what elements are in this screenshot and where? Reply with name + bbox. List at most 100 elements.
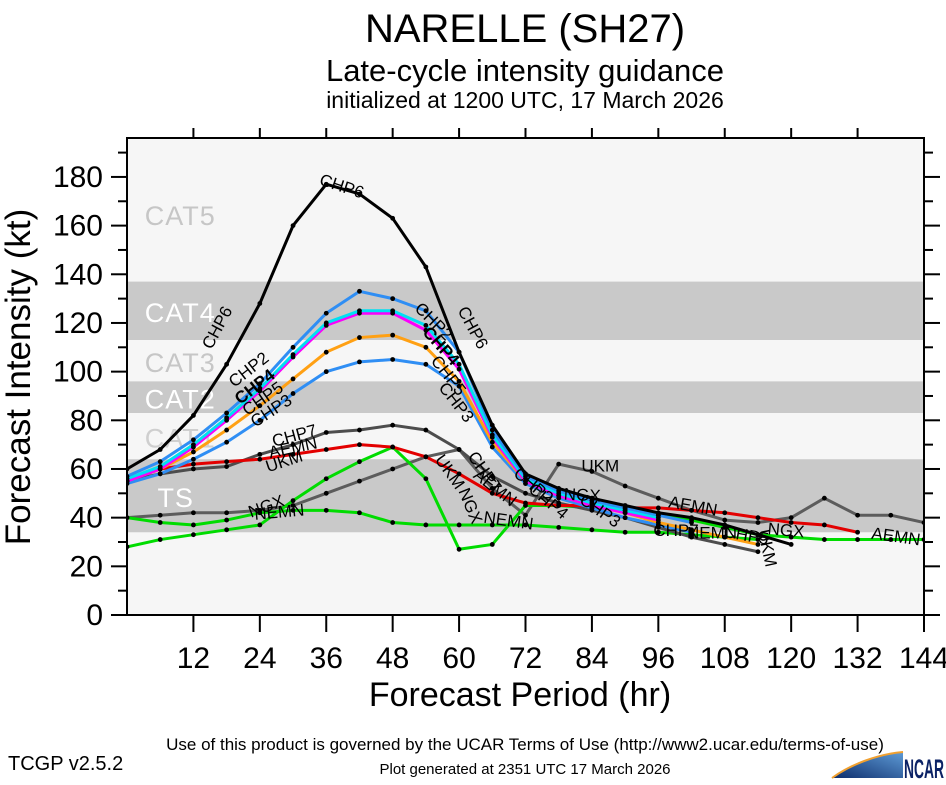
series-point-chp5: [689, 527, 694, 533]
series-point-chp2: [191, 437, 196, 443]
series-point-chp5: [456, 378, 462, 384]
series-point-chp4: [323, 320, 329, 326]
series-point-chp4: [224, 415, 230, 421]
series-layer: [127, 181, 924, 555]
series-point-ukm: [655, 495, 661, 501]
y-tick-label: 160: [53, 210, 103, 243]
series-point-chp3: [191, 456, 196, 462]
terms-of-use-text: Use of this product is governed by the U…: [166, 735, 884, 754]
series-point-chp3: [456, 383, 462, 389]
series-point-chp5: [423, 344, 429, 350]
ncar-logo-arc: [831, 751, 904, 779]
band-label-cat3: CAT3: [145, 348, 216, 378]
series-point-nemn: [655, 529, 661, 535]
series-point-chp6: [357, 191, 362, 197]
series-point-aemn: [689, 507, 694, 513]
x-tick-label: 60: [442, 642, 475, 675]
series-point-aemn: [423, 454, 429, 460]
series-point-chp3: [157, 471, 163, 477]
series-point-chp2: [290, 344, 296, 350]
series-point-nemn: [556, 524, 562, 530]
series-point-chp3: [423, 361, 429, 367]
series-point-chp6: [622, 503, 628, 508]
series-point-chp3: [257, 417, 263, 423]
x-tick-label: 84: [575, 642, 608, 675]
series-point-ngx: [290, 498, 296, 504]
series-point-chp1: [423, 327, 429, 333]
series-point-chp6: [589, 495, 595, 501]
series-point-chp4: [257, 386, 263, 392]
x-tick-label: 144: [899, 642, 946, 675]
series-point-chp5: [224, 427, 230, 433]
y-tick-label: 120: [53, 307, 103, 340]
series-point-aemn: [523, 500, 528, 506]
series-point-nemn: [191, 522, 196, 528]
series-point-aemn: [722, 510, 728, 516]
series-point-chp3: [224, 439, 230, 445]
series-point-chp6: [689, 515, 694, 521]
y-tick-label: 40: [70, 502, 103, 535]
series-point-chp5: [290, 376, 296, 382]
series-point-chp7: [224, 464, 230, 469]
series-point-chp2: [489, 427, 495, 433]
series-point-aemn: [191, 461, 196, 467]
series-point-aemn: [855, 529, 860, 535]
x-axis-title: Forecast Period (hr): [369, 676, 671, 714]
series-point-aemn: [489, 490, 495, 496]
version-label: TCGP v2.5.2: [8, 753, 123, 775]
series-point-chp3: [357, 359, 362, 365]
series-point-ngx: [888, 537, 894, 542]
line-label-nemn: NEMN: [687, 523, 737, 542]
line-label-ngx: NGX: [767, 519, 805, 541]
series-point-chp4: [290, 352, 296, 357]
series-point-chp7: [689, 534, 694, 540]
series-point-ukm: [755, 520, 761, 525]
series-point-chp2: [357, 288, 362, 294]
series-point-ukm: [556, 461, 562, 467]
series-point-aemn: [357, 442, 362, 448]
series-point-aemn: [755, 515, 761, 521]
plot-area: TSCAT1CAT2CAT3CAT4CAT5CHP6CHP2CHP4CHP5CH…: [53, 128, 946, 675]
series-point-chp5: [390, 332, 396, 338]
y-tick-label: 60: [70, 453, 103, 486]
series-point-ukm: [357, 478, 362, 484]
series-point-aemn: [290, 451, 296, 457]
series-point-chp4: [390, 308, 396, 314]
series-point-nemn: [257, 510, 263, 516]
series-point-aemn: [224, 459, 230, 465]
series-point-ukm: [523, 512, 528, 518]
series-point-ukm: [855, 512, 860, 518]
series-point-ukm: [589, 469, 595, 474]
series-point-chp3: [323, 369, 329, 375]
series-point-nemn: [357, 510, 362, 516]
page-title: NARELLE (SH27): [365, 7, 685, 51]
series-point-ukm: [224, 510, 230, 516]
ncar-logo: NCAR: [831, 751, 944, 784]
series-point-chp5: [191, 449, 196, 455]
series-point-chp7: [323, 430, 329, 435]
series-point-chp4: [357, 308, 362, 314]
series-point-ngx: [423, 476, 429, 482]
series-point-chp3: [622, 515, 628, 521]
series-point-aemn: [323, 447, 329, 452]
series-point-aemn: [788, 520, 794, 525]
series-point-ukm: [290, 503, 296, 508]
y-tick-label: 140: [53, 258, 103, 291]
series-point-chp2: [423, 308, 429, 314]
series-point-chp7: [290, 442, 296, 448]
series-point-chp6: [788, 542, 794, 547]
x-tick-label: 132: [833, 642, 883, 675]
series-point-chp2: [390, 296, 396, 302]
series-point-chp6: [489, 422, 495, 428]
series-point-nemn: [622, 529, 628, 535]
x-tick-label: 108: [700, 642, 750, 675]
series-point-chp5: [257, 403, 263, 409]
band-label-cat4: CAT4: [145, 298, 216, 328]
y-tick-label: 20: [70, 550, 103, 583]
series-point-ukm: [390, 466, 396, 472]
series-point-nemn: [456, 522, 462, 528]
series-point-nemn: [489, 522, 495, 528]
series-point-chp7: [489, 473, 495, 479]
series-point-ukm: [888, 512, 894, 518]
series-point-chp5: [722, 534, 728, 540]
